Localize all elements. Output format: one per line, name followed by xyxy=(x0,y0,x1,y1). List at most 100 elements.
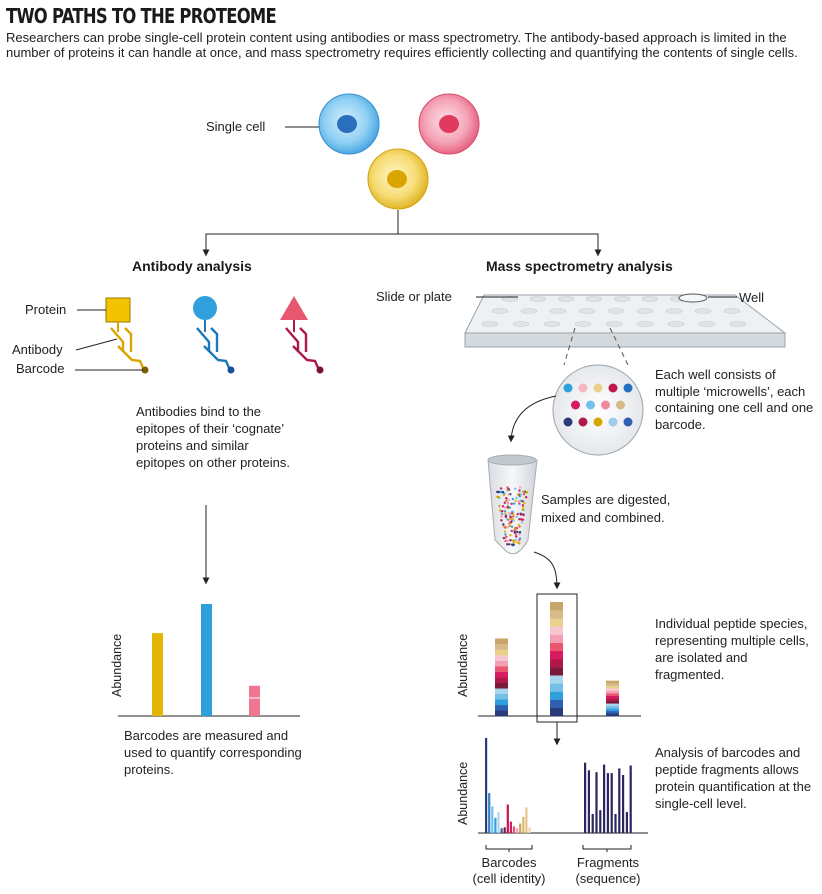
fragment-axis-label: Abundance xyxy=(456,761,470,825)
antibody-heading: Antibody analysis xyxy=(132,258,252,274)
antibody-bar xyxy=(152,633,163,716)
tube-dot xyxy=(520,499,523,502)
microwell-dot xyxy=(571,400,580,410)
tube-to-chart-arrow xyxy=(533,551,561,590)
peptide-stack-segment xyxy=(606,693,619,696)
peptide-stack-segment xyxy=(550,683,563,692)
tube-dot xyxy=(498,505,501,508)
fragment-bar xyxy=(595,772,598,833)
tube-dot xyxy=(518,539,521,542)
tube-dot xyxy=(522,506,525,509)
plate-well xyxy=(549,308,567,314)
fragment-bar xyxy=(614,814,617,833)
tube-dot xyxy=(510,529,513,533)
tube-dot xyxy=(523,501,526,505)
tube-dot xyxy=(497,490,500,494)
peptide-stack-segment xyxy=(550,650,563,660)
plate-well xyxy=(481,321,499,327)
tube-dot xyxy=(508,524,511,528)
peptide-stack-segment xyxy=(495,710,508,717)
tube-dot xyxy=(512,519,515,522)
fragment-bar xyxy=(603,764,606,833)
plate-well xyxy=(694,308,712,314)
microwell-dot xyxy=(563,417,573,427)
plate-well xyxy=(578,308,596,314)
peptide-stack-segment xyxy=(606,683,619,686)
peptide-stack-segment xyxy=(606,688,619,691)
peptide-stack-segment xyxy=(606,680,619,684)
tube-dot xyxy=(517,499,520,503)
plate-well xyxy=(607,308,625,314)
sample-tube xyxy=(487,454,538,555)
microwell-to-tube-arrow xyxy=(507,395,557,443)
peptide-stack-segment xyxy=(495,682,508,689)
microwell-dot xyxy=(623,383,633,393)
microwell-dot xyxy=(608,417,618,427)
tube-dot xyxy=(518,533,521,536)
tube-dot xyxy=(501,491,505,494)
slide-plate-label: Slide or plate xyxy=(376,289,452,304)
barcode-bar xyxy=(522,816,525,834)
peptide-stack-segment xyxy=(550,699,563,709)
fragment-bar xyxy=(584,762,587,833)
antibody-result-text: Barcodes are measured and used to quanti… xyxy=(124,728,302,777)
antibody-yellow-icon xyxy=(105,297,149,374)
tube-dot xyxy=(518,502,521,505)
barcode-fragment-chart xyxy=(478,738,648,852)
tube-dot xyxy=(512,543,515,546)
plate-well xyxy=(641,296,659,302)
peptide-stack-segment xyxy=(550,707,563,717)
slide-plate xyxy=(464,293,787,348)
tube-dot xyxy=(514,533,517,536)
tube-dot xyxy=(506,543,509,546)
tube-dot xyxy=(519,493,522,496)
antibody-pink-icon xyxy=(280,296,324,374)
peptide-axis-label: Abundance xyxy=(456,633,470,697)
barcode-bar xyxy=(497,812,500,833)
peptide-stack-segment xyxy=(606,685,619,689)
tube-dot xyxy=(513,502,516,505)
peptide-stack-segment xyxy=(606,703,619,707)
tube-dot xyxy=(520,521,524,524)
tube-dot xyxy=(513,530,516,533)
fragment-bar xyxy=(622,775,625,833)
tube-dot xyxy=(501,505,505,508)
peptide-stack-segment xyxy=(606,705,619,709)
tube-dot xyxy=(511,509,514,513)
peptide-stack-segment xyxy=(495,649,508,656)
plate-well xyxy=(698,321,716,327)
tube-dot xyxy=(521,518,525,521)
peptide-stack-segment xyxy=(495,638,508,645)
tube-dot xyxy=(506,526,509,529)
fragments-label: Fragments xyxy=(576,855,640,870)
fragments-sublabel: (sequence) xyxy=(575,871,641,886)
intro-text: Researchers can probe single-cell protei… xyxy=(6,30,798,60)
peptide-stack-segment xyxy=(550,675,563,684)
tube-dot xyxy=(503,530,507,533)
fragment-bar xyxy=(629,765,632,833)
antibody-axis-label: Abundance xyxy=(110,633,124,697)
microwell-dot xyxy=(578,383,588,393)
peptide-stack-segment xyxy=(495,666,508,672)
tube-dot xyxy=(506,539,510,542)
barcode-bar xyxy=(528,827,531,833)
split-arrows xyxy=(202,210,602,257)
tube-dot xyxy=(504,514,508,518)
cell-pink xyxy=(418,93,480,155)
plate-well xyxy=(667,321,685,327)
tube-dot xyxy=(515,496,518,500)
protein-label: Protein xyxy=(25,302,67,317)
peptide-stack-segment xyxy=(550,618,563,627)
tube-dot xyxy=(504,539,507,543)
tube-dot xyxy=(499,509,502,512)
antibody-label: Antibody xyxy=(12,342,63,357)
plate-well xyxy=(543,321,561,327)
tube-dot xyxy=(514,487,517,490)
microwell-dot xyxy=(608,383,618,393)
plate-well xyxy=(491,308,509,314)
peptide-stack-segment xyxy=(550,642,563,652)
tube-dot xyxy=(516,512,519,516)
peptide-stack-segment xyxy=(495,660,508,667)
peptide-stack-segment xyxy=(495,704,508,711)
peptide-stack-segment xyxy=(550,634,563,643)
